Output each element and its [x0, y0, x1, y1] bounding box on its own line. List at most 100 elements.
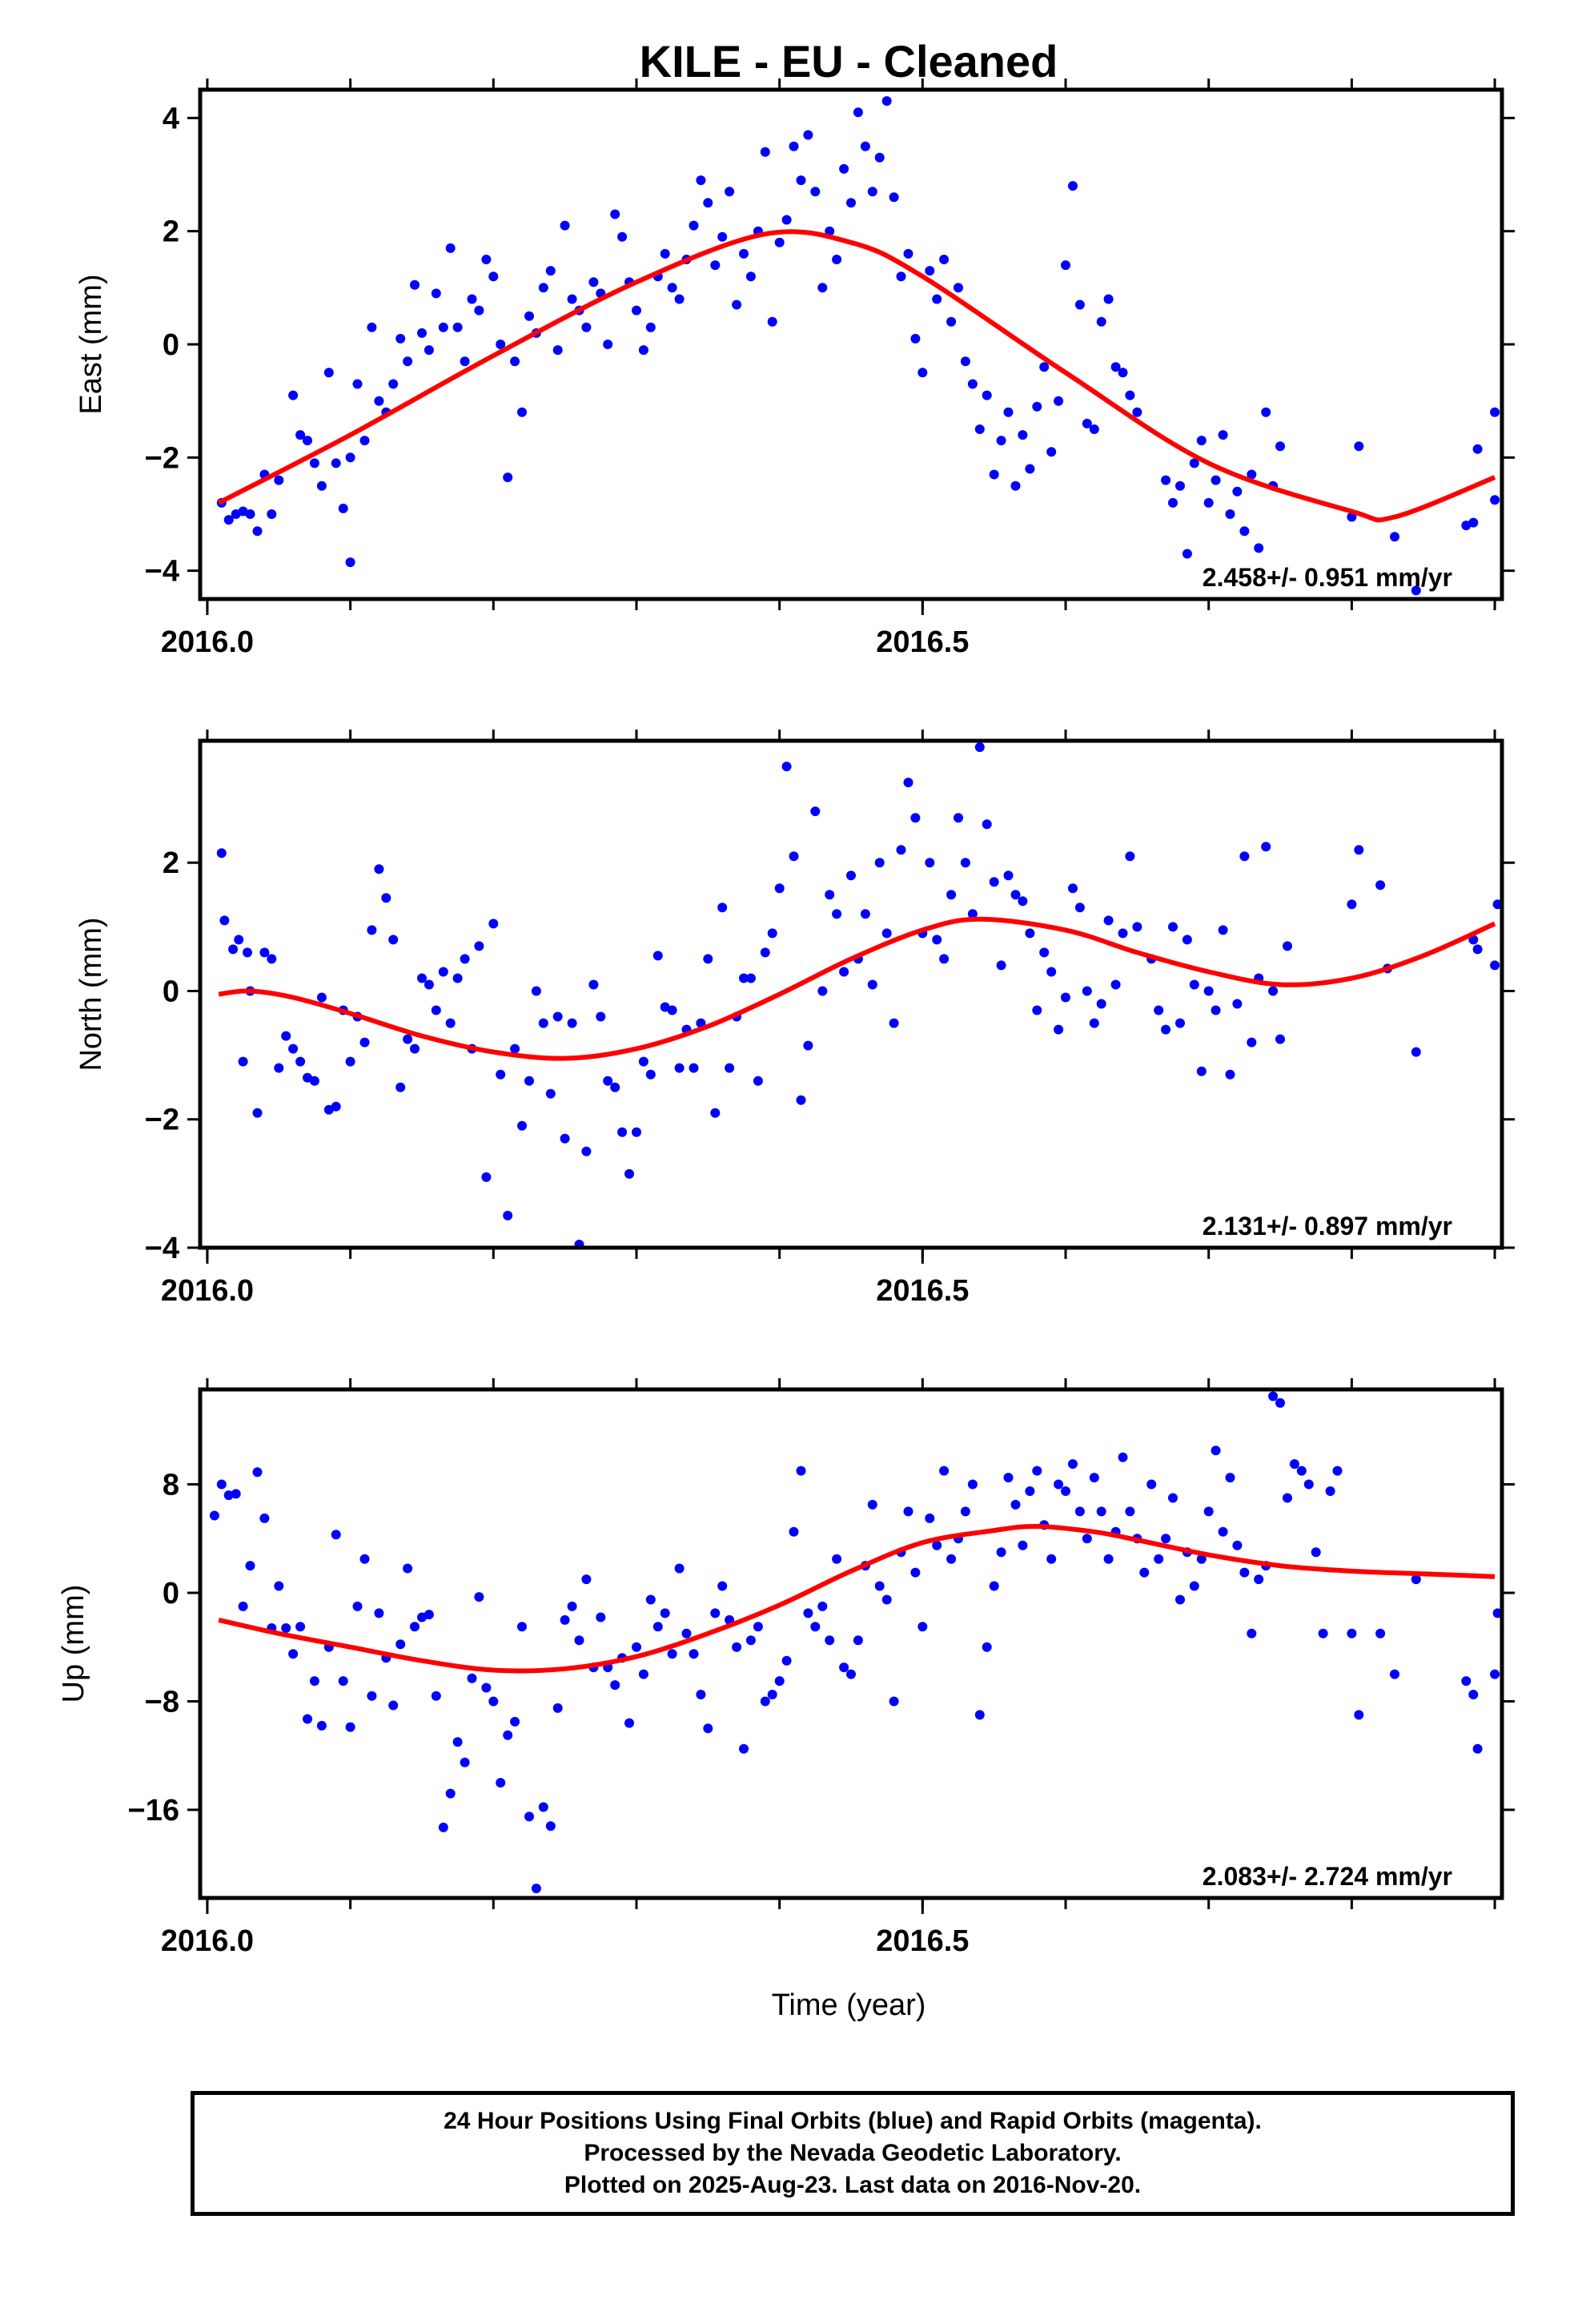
up-point: [245, 1561, 255, 1571]
north-point: [946, 890, 957, 900]
east-point: [1054, 396, 1064, 406]
east-frame: [198, 87, 1504, 601]
east-point: [538, 283, 548, 293]
north-point: [760, 947, 770, 958]
up-point: [774, 1676, 785, 1687]
east-point: [617, 231, 628, 242]
north-panel: 2016.0 2016.5 −4 −2 0 2 North (mm) 2.131+/- 0.8…: [74, 730, 1515, 1308]
up-point: [596, 1612, 606, 1622]
up-point: [989, 1581, 999, 1591]
north-point: [1068, 883, 1078, 894]
north-point: [1074, 903, 1085, 913]
north-point: [438, 967, 448, 977]
north-point: [417, 973, 427, 983]
up-point: [717, 1581, 728, 1591]
north-point: [954, 813, 963, 823]
up-point: [1154, 1554, 1164, 1564]
north-point: [1089, 1018, 1099, 1028]
north-frame: [198, 738, 1504, 1250]
east-point: [960, 356, 970, 367]
east-x-tick-label: 2016.5: [876, 625, 969, 659]
up-point: [867, 1499, 877, 1510]
east-point: [295, 430, 306, 440]
north-point: [617, 1127, 628, 1137]
east-point: [825, 226, 835, 236]
up-point: [403, 1563, 413, 1574]
east-point: [1461, 521, 1472, 531]
footer-line-2: Processed by the Nevada Geodetic Laborat…: [584, 2140, 1122, 2166]
up-panel: 2016.0 2016.5 −16 −8 0 8 Up (mm) 2.083+/- 2.724…: [57, 1378, 1515, 1958]
east-point: [581, 322, 592, 332]
up-point: [939, 1466, 950, 1476]
east-point: [796, 175, 806, 186]
east-point: [438, 322, 448, 332]
up-point: [552, 1703, 563, 1713]
north-point: [1247, 1037, 1257, 1047]
up-point: [767, 1690, 777, 1699]
north-point: [632, 1127, 641, 1137]
east-point: [803, 130, 813, 140]
north-point: [1492, 899, 1502, 910]
north-point: [1003, 870, 1014, 881]
up-point: [1175, 1594, 1185, 1605]
east-point: [810, 187, 821, 197]
up-point: [1103, 1554, 1114, 1564]
footer-line-1: 24 Hour Positions Using Final Orbits (bl…: [444, 2108, 1262, 2134]
footer-box: 24 Hour Positions Using Final Orbits (bl…: [191, 2091, 1515, 2216]
east-point: [1103, 294, 1114, 304]
up-point: [524, 1811, 534, 1822]
east-point: [1468, 517, 1479, 528]
up-point: [710, 1608, 721, 1618]
east-point: [1490, 407, 1500, 417]
up-point: [574, 1635, 584, 1646]
east-point: [1411, 585, 1421, 596]
north-point: [1018, 896, 1028, 907]
north-point: [767, 928, 777, 939]
north-point: [445, 1018, 456, 1028]
north-point: [1189, 979, 1199, 990]
east-point: [309, 458, 319, 468]
east-point: [996, 436, 1006, 446]
up-point: [1082, 1534, 1092, 1544]
east-point: [303, 436, 312, 446]
north-point: [581, 1146, 592, 1156]
up-point: [638, 1669, 648, 1679]
up-point: [881, 1594, 892, 1605]
up-y-tick-label: 0: [163, 1577, 179, 1610]
north-point: [1046, 967, 1057, 977]
up-point: [331, 1530, 341, 1540]
east-point: [632, 305, 641, 316]
up-point: [645, 1594, 656, 1605]
east-point: [1390, 532, 1399, 542]
up-frame: [198, 1387, 1504, 1900]
up-point: [288, 1649, 299, 1659]
east-point: [345, 557, 355, 568]
north-point: [234, 935, 244, 945]
up-point: [309, 1676, 319, 1687]
east-point: [710, 260, 721, 271]
north-point: [860, 909, 870, 919]
north-point: [774, 883, 785, 894]
east-point: [638, 345, 648, 356]
up-point: [374, 1608, 384, 1618]
north-point: [588, 979, 599, 990]
north-point: [610, 1082, 620, 1092]
east-point: [1354, 441, 1364, 452]
up-point: [832, 1554, 842, 1564]
up-point: [488, 1696, 499, 1707]
east-point: [503, 472, 513, 483]
north-point: [996, 960, 1006, 971]
east-point: [674, 294, 685, 304]
north-point: [703, 954, 713, 964]
north-point: [624, 1168, 634, 1179]
up-point: [753, 1622, 763, 1632]
up-point: [932, 1540, 942, 1550]
north-point: [596, 1011, 606, 1022]
east-point: [338, 503, 348, 513]
up-point: [1068, 1459, 1078, 1470]
north-y-axis-label: North (mm): [74, 917, 108, 1071]
up-point: [839, 1663, 849, 1673]
east-point: [889, 192, 899, 203]
north-point: [228, 944, 239, 955]
up-point: [674, 1563, 685, 1574]
